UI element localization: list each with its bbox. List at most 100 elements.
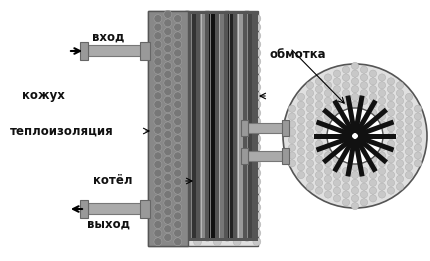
Circle shape (164, 113, 172, 121)
Circle shape (233, 40, 241, 48)
Circle shape (223, 96, 231, 104)
Circle shape (164, 70, 172, 78)
Circle shape (415, 113, 421, 120)
Circle shape (164, 156, 172, 164)
Circle shape (233, 221, 241, 229)
Circle shape (243, 105, 251, 113)
Circle shape (223, 62, 231, 70)
Bar (228, 14, 233, 238)
Circle shape (154, 161, 162, 168)
Circle shape (253, 58, 261, 66)
Circle shape (164, 122, 172, 130)
Circle shape (405, 140, 413, 147)
Circle shape (223, 79, 231, 87)
Circle shape (194, 118, 202, 126)
Circle shape (213, 203, 221, 211)
Circle shape (233, 58, 241, 66)
Circle shape (360, 168, 368, 175)
Circle shape (194, 75, 202, 83)
Circle shape (396, 183, 404, 190)
Text: обмотка: обмотка (270, 48, 327, 61)
Circle shape (154, 49, 162, 57)
Circle shape (351, 195, 359, 202)
Circle shape (396, 97, 404, 104)
Circle shape (396, 152, 404, 159)
Circle shape (164, 28, 172, 35)
Circle shape (360, 82, 368, 89)
Circle shape (298, 164, 304, 171)
Circle shape (174, 66, 181, 74)
Circle shape (405, 124, 413, 132)
Circle shape (223, 130, 231, 138)
Bar (148, 11, 188, 246)
Circle shape (333, 187, 341, 194)
Circle shape (223, 165, 231, 173)
Circle shape (164, 45, 172, 53)
Circle shape (396, 113, 404, 120)
Circle shape (324, 82, 332, 89)
Circle shape (184, 96, 191, 104)
Circle shape (174, 178, 181, 186)
Circle shape (342, 97, 350, 104)
Bar (345, 139, 357, 177)
Circle shape (154, 109, 162, 117)
Circle shape (164, 173, 172, 181)
Circle shape (184, 28, 191, 35)
Bar (219, 14, 221, 238)
Circle shape (378, 113, 386, 120)
Circle shape (154, 203, 162, 211)
Circle shape (154, 135, 162, 143)
Bar (229, 14, 230, 238)
Circle shape (243, 53, 251, 61)
Circle shape (378, 183, 386, 190)
Circle shape (342, 66, 350, 73)
Circle shape (369, 93, 377, 100)
Circle shape (324, 97, 332, 104)
Circle shape (174, 15, 181, 23)
Circle shape (154, 178, 162, 186)
Circle shape (315, 148, 322, 155)
Circle shape (203, 208, 212, 216)
Circle shape (289, 144, 295, 151)
Circle shape (253, 118, 261, 126)
Circle shape (253, 186, 261, 194)
Circle shape (378, 82, 386, 89)
Circle shape (369, 101, 377, 108)
Circle shape (387, 164, 395, 171)
Circle shape (396, 90, 404, 97)
Circle shape (233, 100, 241, 108)
Circle shape (333, 93, 341, 100)
Circle shape (213, 186, 221, 194)
Circle shape (387, 93, 395, 100)
Circle shape (203, 199, 212, 207)
Circle shape (233, 212, 241, 220)
Circle shape (342, 82, 350, 89)
Circle shape (174, 23, 181, 31)
Bar (354, 137, 378, 173)
Circle shape (333, 109, 341, 116)
Circle shape (298, 171, 304, 179)
Circle shape (184, 113, 191, 121)
Circle shape (184, 233, 191, 241)
Circle shape (369, 171, 377, 179)
Circle shape (174, 178, 181, 186)
Circle shape (324, 113, 332, 120)
Circle shape (194, 23, 202, 31)
Circle shape (243, 122, 251, 130)
Circle shape (154, 100, 162, 108)
Circle shape (243, 96, 251, 104)
Circle shape (333, 86, 341, 93)
Bar (322, 108, 354, 136)
Circle shape (243, 139, 251, 147)
Circle shape (154, 15, 162, 23)
Bar (353, 95, 365, 133)
Circle shape (184, 139, 191, 147)
Circle shape (203, 216, 212, 224)
Circle shape (243, 70, 251, 78)
Circle shape (174, 109, 181, 117)
Circle shape (307, 121, 313, 128)
Bar (345, 95, 357, 133)
Circle shape (243, 62, 251, 70)
Bar (354, 99, 378, 135)
Circle shape (253, 135, 261, 143)
